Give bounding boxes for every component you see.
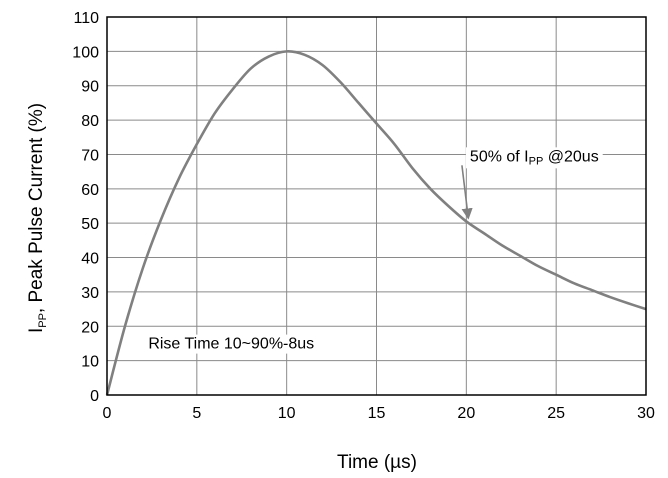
y-axis-title-symbol: I <box>26 328 47 333</box>
y-tick-label: 10 <box>81 354 99 371</box>
tick-labels: 0 5 10 15 20 25 30 0 10 20 30 40 50 60 70 80 90 100 110 <box>72 10 655 422</box>
y-tick-label: 50 <box>81 216 99 233</box>
y-axis-title-text: , Peak Pulse Current (%) <box>26 103 47 313</box>
y-tick-label: 60 <box>81 182 99 199</box>
grid <box>106 16 647 396</box>
x-tick-label: 0 <box>103 405 112 422</box>
pulse-curve <box>105 50 647 396</box>
plot-frame <box>106 16 647 396</box>
annotation-label-bg <box>465 147 603 169</box>
x-tick-label: 5 <box>192 405 201 422</box>
y-tick-label: 110 <box>73 10 99 27</box>
x-tick-label: 25 <box>547 405 565 422</box>
y-axis-title: IPP, Peak Pulse Current (%) <box>26 103 49 333</box>
x-tick-label: 15 <box>368 405 386 422</box>
annotation-arrow <box>461 165 473 220</box>
annotations: 50% of IPP @20us Rise Time 10~90%-8us <box>144 147 603 354</box>
x-tick-label: 30 <box>637 405 655 422</box>
x-axis-title: Time (µs) <box>337 452 417 473</box>
annotation-text: 50% of I <box>470 148 529 165</box>
y-tick-label: 100 <box>72 44 99 61</box>
y-axis-title-subscript: PP <box>37 313 49 328</box>
y-tick-label: 70 <box>81 147 99 164</box>
x-tick-label: 10 <box>278 405 296 422</box>
y-tick-label: 30 <box>81 285 99 302</box>
x-tick-label: 20 <box>457 405 475 422</box>
y-tick-label: 20 <box>81 319 99 336</box>
annotation-label-half-peak: 50% of IPP @20us <box>470 148 599 167</box>
series-layer <box>105 50 647 396</box>
y-tick-label: 80 <box>81 113 99 130</box>
y-tick-label: 40 <box>81 251 99 268</box>
annotation-text-suffix: @20us <box>543 148 598 165</box>
y-tick-label: 90 <box>81 79 99 96</box>
y-tick-label: 0 <box>90 388 99 405</box>
annotation-label-bg <box>144 334 319 354</box>
annotation-subscript: PP <box>529 155 544 167</box>
annotation-label-rise-time: Rise Time 10~90%-8us <box>148 336 314 353</box>
